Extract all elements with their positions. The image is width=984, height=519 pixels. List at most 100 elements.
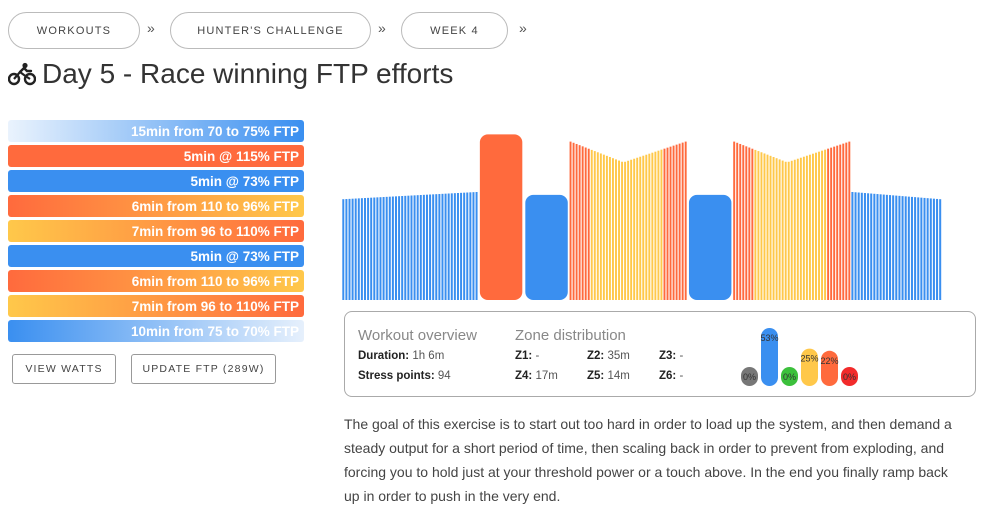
workout-segment-bar (479, 134, 523, 300)
workout-ramp-bar (624, 161, 627, 300)
workout-ramp-bar (669, 146, 672, 300)
zone-bar-label: 0% (783, 372, 796, 382)
workout-ramp-bar (611, 158, 614, 300)
workout-ramp-bar (769, 155, 772, 300)
update-ftp-button[interactable]: UPDATE FTP (289W) (131, 354, 276, 384)
workout-ramp-bar (348, 198, 351, 300)
workout-ramp-bar (784, 161, 787, 300)
zone-bar-label: 0% (843, 372, 856, 382)
workout-ramp-bar (815, 152, 817, 300)
workout-ramp-bar (596, 152, 599, 300)
zone-z2: Z2: 35m (587, 350, 630, 362)
zone-z5-value: 14m (607, 370, 630, 382)
workout-ramp-bar (781, 160, 784, 300)
workout-ramp-bar (602, 154, 605, 300)
workout-ramp-bar (663, 148, 666, 300)
workout-ramp-bar (651, 152, 654, 300)
workout-ramp-bar (830, 147, 833, 300)
zone-bar-label: 25% (800, 354, 818, 364)
zone-bar-z4 (801, 348, 818, 386)
workout-ramp-bar (599, 153, 602, 300)
workout-ramp-bar (569, 141, 572, 300)
workout-ramp-bar (463, 192, 466, 300)
workout-ramp-bar (842, 143, 845, 300)
workout-ramp-bar (388, 196, 391, 300)
workout-ramp-bar (450, 193, 453, 300)
workout-ramp-bar (587, 148, 590, 300)
zone-bar-label: 22% (820, 356, 838, 366)
workout-ramp-bar (926, 198, 929, 300)
stress-value: 94 (437, 370, 451, 382)
workout-ramp-bar (469, 192, 472, 300)
workout-ramp-bar (867, 193, 870, 300)
workout-ramp-bar (660, 149, 663, 300)
workout-ramp-bar (475, 192, 478, 300)
workout-ramp-bar (401, 196, 404, 300)
workout-ramp-bar (416, 195, 419, 300)
workout-ramp-bar (808, 154, 811, 300)
workout-ramp-bar (593, 151, 596, 300)
zone-z2-label: Z2: (587, 350, 605, 362)
interval-item: 7min from 96 to 110% FTP (8, 295, 304, 317)
workout-ramp-bar (818, 151, 820, 300)
workout-ramp-bar (860, 192, 863, 300)
zone-bar-z5 (821, 350, 838, 386)
workout-ramp-bar (354, 198, 357, 300)
zone-bar-z3 (781, 367, 798, 386)
workout-ramp-bar (394, 196, 397, 300)
workout-ramp-bar (382, 197, 385, 300)
workout-ramp-bar (608, 157, 611, 300)
workout-ramp-bar (898, 195, 901, 300)
workout-ramp-bar (910, 196, 913, 300)
workout-ramp-bar (639, 156, 642, 300)
workout-ramp-bar (407, 195, 410, 300)
zone-bar-label: 0% (743, 372, 756, 382)
view-watts-button[interactable]: VIEW WATTS (12, 354, 116, 384)
workout-ramp-bar (854, 192, 857, 300)
zone-z4: Z4: 17m (515, 370, 558, 382)
workout-ramp-bar (444, 193, 447, 300)
workout-ramp-bar (929, 198, 932, 300)
workout-ramp-bar (456, 193, 459, 300)
workout-ramp-bar (892, 195, 895, 300)
workout-ramp-bar (575, 143, 578, 300)
workout-ramp-bar (615, 159, 617, 300)
workout-ramp-bar (805, 155, 808, 300)
workout-segment-bar (688, 194, 732, 300)
workout-ramp-bar (578, 145, 581, 300)
stress-label: Stress points: (358, 370, 435, 382)
workout-ramp-bar (572, 142, 575, 300)
workout-ramp-bar (895, 195, 898, 300)
workout-ramp-bar (736, 142, 739, 300)
workout-ramp-bar (778, 159, 781, 300)
breadcrumb-workouts[interactable]: WORKOUTS (8, 12, 140, 49)
zone-bar-z6 (841, 367, 858, 386)
workout-ramp-bar (645, 154, 648, 300)
workout-ramp-bar (367, 197, 370, 300)
zone-z3: Z3: - (659, 350, 683, 362)
workout-ramp-bar (618, 160, 620, 300)
workout-ramp-bar (410, 195, 413, 300)
workout-ramp-bar (742, 145, 745, 300)
workout-ramp-bar (901, 196, 904, 300)
workout-ramp-bar (453, 193, 456, 300)
zone-z5-label: Z5: (587, 370, 605, 382)
workout-ramp-bar (754, 149, 757, 300)
workout-ramp-bar (460, 192, 463, 300)
workout-ramp-bar (870, 193, 873, 300)
breadcrumb-hunters-challenge[interactable]: HUNTER'S CHALLENGE (170, 12, 371, 49)
duration-value: 1h 6m (412, 350, 445, 362)
workout-ramp-bar (920, 197, 923, 300)
workout-description: The goal of this exercise is to start ou… (344, 416, 952, 504)
workout-ramp-bar (435, 194, 438, 300)
breadcrumb-separator: » (519, 20, 527, 36)
workout-ramp-bar (584, 147, 587, 300)
workout-ramp-bar (351, 198, 354, 300)
workout-ramp-bar (821, 150, 824, 300)
workout-ramp-bar (904, 196, 907, 300)
zone-bar-z2 (761, 328, 778, 386)
workout-ramp-bar (876, 194, 879, 300)
workout-ramp-bar (882, 194, 885, 300)
workout-ramp-bar (370, 197, 373, 300)
breadcrumb-week-4[interactable]: WEEK 4 (401, 12, 508, 49)
